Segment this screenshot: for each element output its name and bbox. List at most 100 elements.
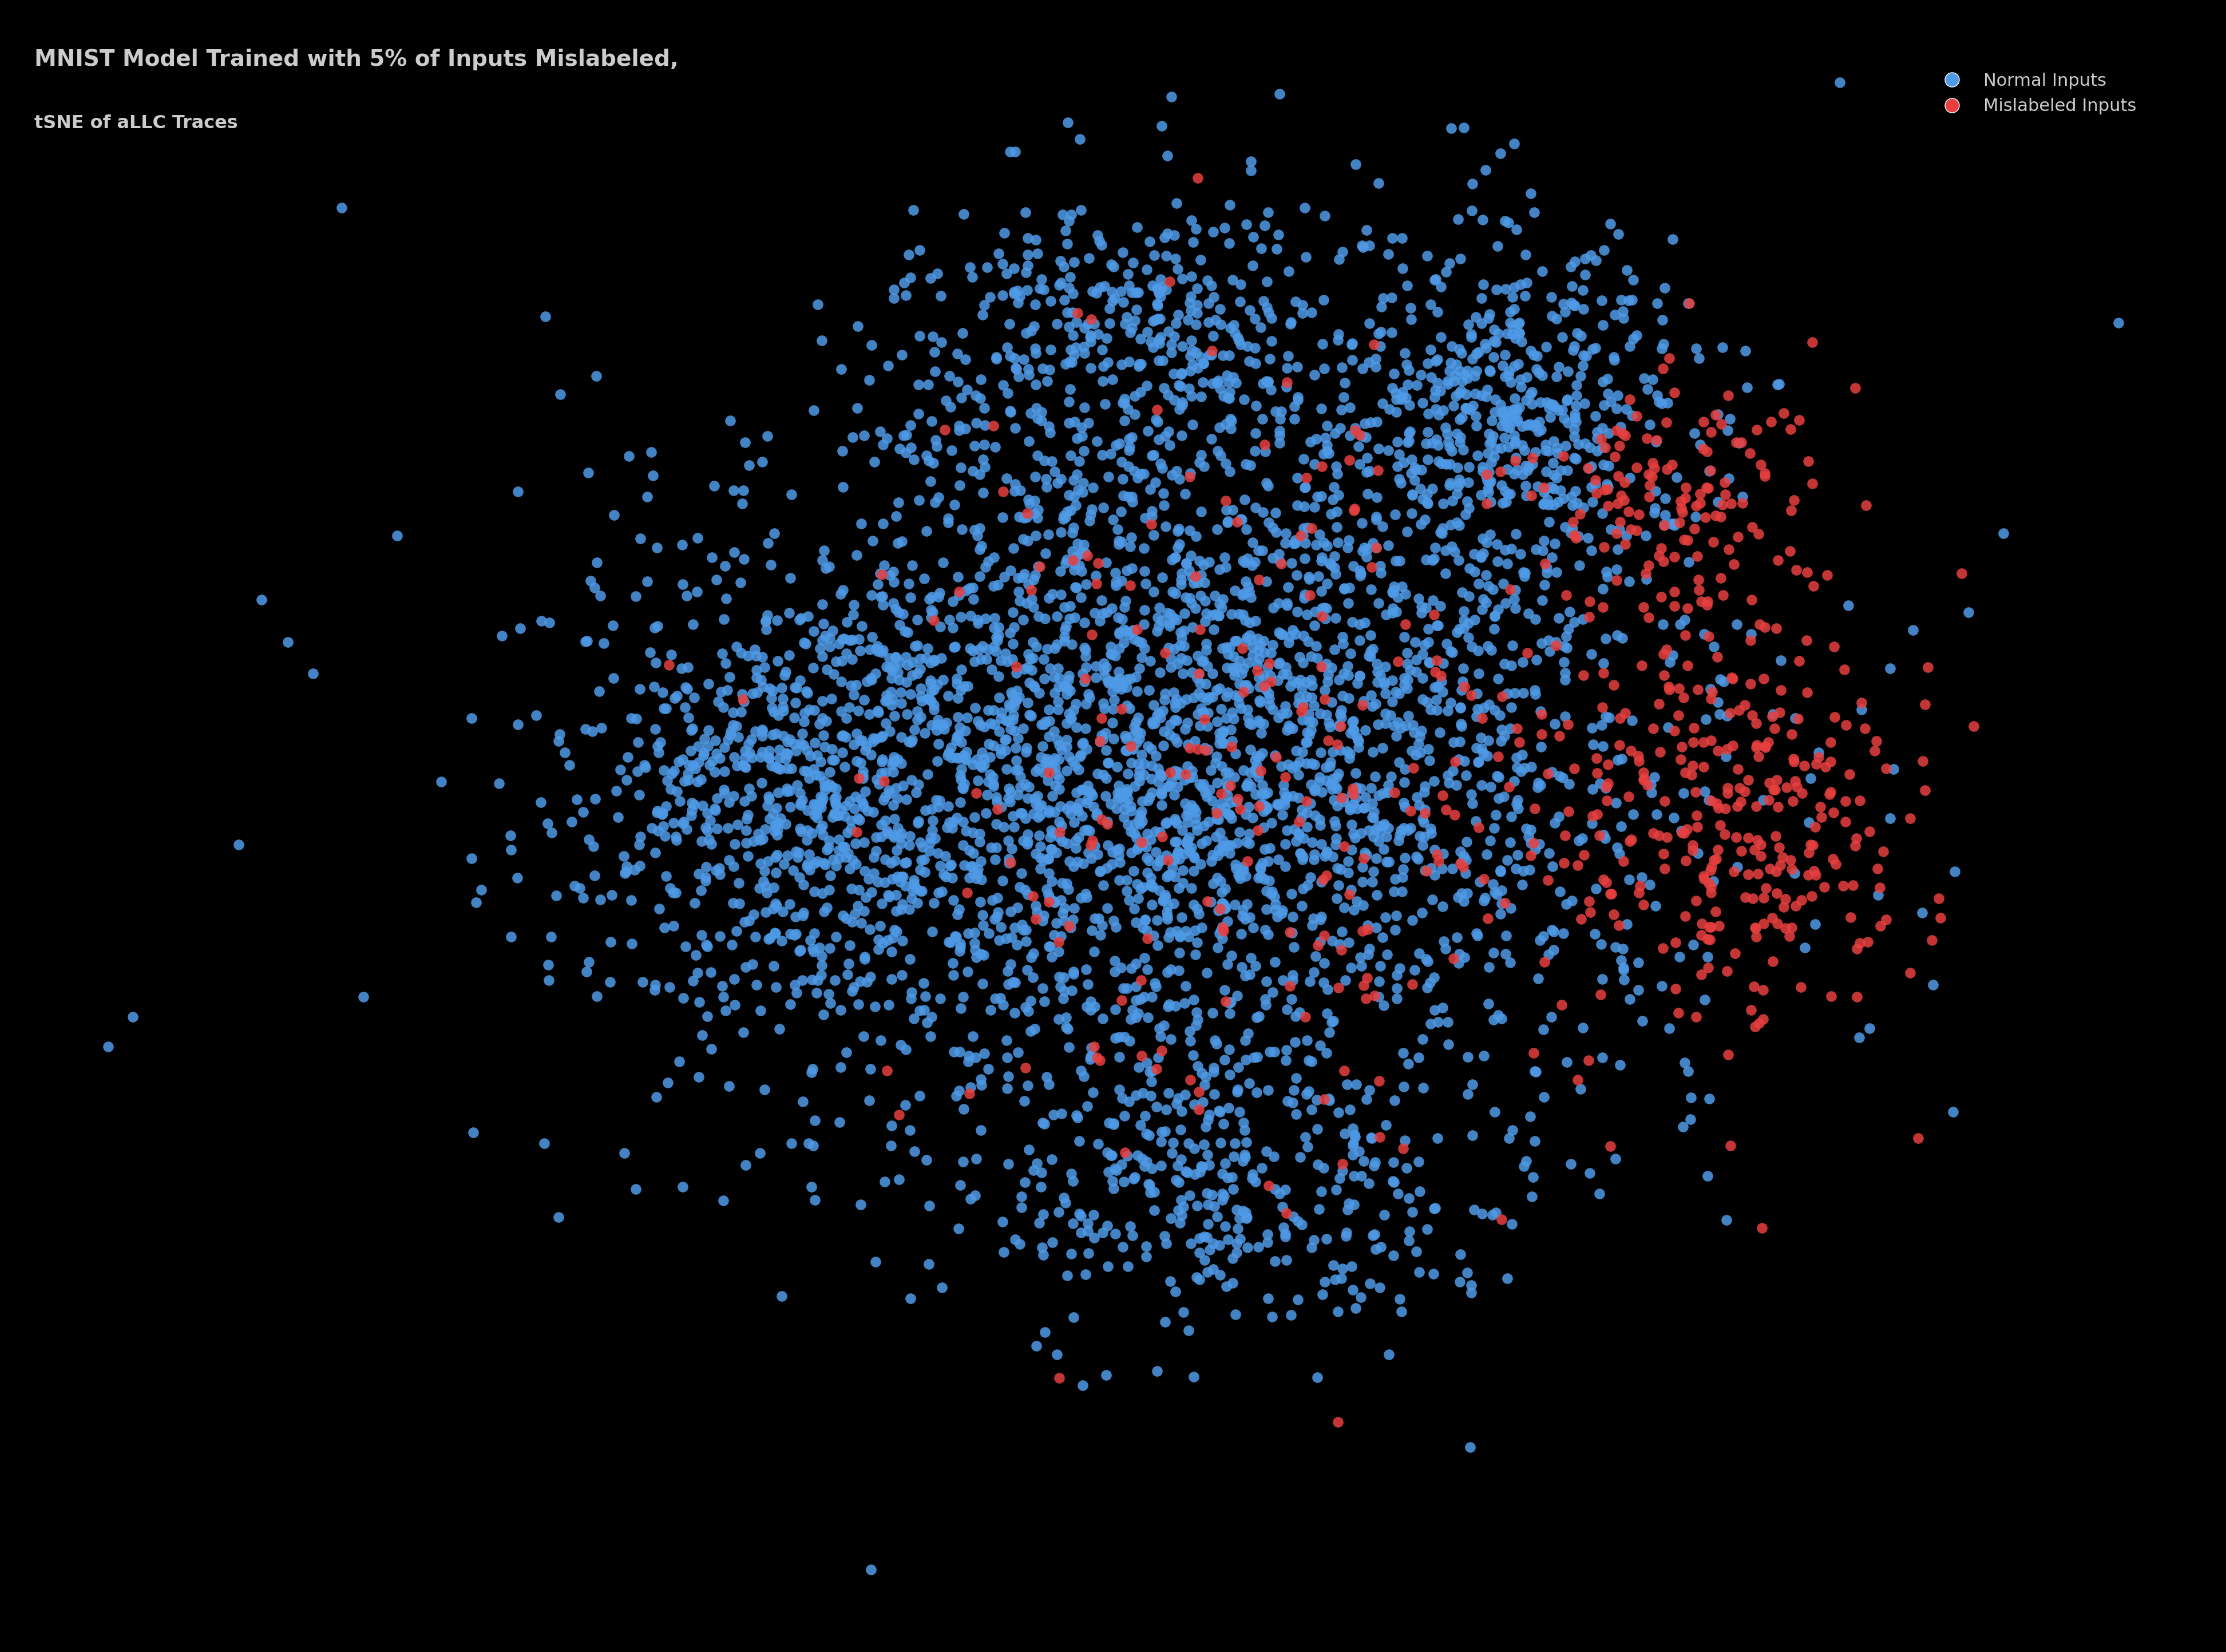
Point (1086, 783, 1122, 809)
Point (646, 679, 681, 705)
Point (1302, 740, 1338, 767)
Point (1144, 1118, 1180, 1145)
Point (1086, 662, 1122, 689)
Point (1040, 1341, 1075, 1368)
Point (1031, 1070, 1066, 1097)
Point (1505, 649, 1540, 676)
Point (1160, 729, 1195, 755)
Point (902, 1082, 937, 1108)
Point (1336, 1130, 1371, 1156)
Point (530, 952, 565, 978)
Point (1316, 1008, 1351, 1034)
Point (1934, 1099, 1970, 1125)
Point (1133, 826, 1169, 852)
Point (670, 583, 706, 610)
Point (1004, 715, 1040, 742)
Point (1389, 273, 1425, 299)
Point (899, 661, 935, 687)
Point (1031, 861, 1066, 887)
Point (1180, 301, 1215, 327)
Point (962, 889, 997, 915)
Point (784, 605, 819, 631)
Point (846, 790, 881, 816)
Point (1175, 796, 1211, 823)
Point (1302, 1032, 1338, 1059)
Point (1218, 628, 1253, 654)
Point (1160, 1085, 1195, 1112)
Point (1511, 856, 1547, 882)
Point (1064, 469, 1100, 496)
Point (848, 778, 884, 805)
Point (919, 839, 955, 866)
Point (1129, 788, 1164, 814)
Point (1178, 811, 1213, 838)
Point (1487, 590, 1523, 616)
Point (608, 767, 643, 793)
Point (1095, 687, 1131, 714)
Point (1053, 337, 1089, 363)
Point (1342, 1284, 1378, 1310)
Point (1609, 912, 1645, 938)
Point (755, 895, 790, 922)
Point (1015, 644, 1051, 671)
Point (1209, 705, 1244, 732)
Point (1398, 648, 1434, 674)
Point (650, 1069, 686, 1095)
Point (855, 800, 890, 826)
Point (1033, 1146, 1068, 1173)
Point (1718, 430, 1754, 456)
Point (1164, 1186, 1200, 1213)
Point (1331, 1097, 1367, 1123)
Point (1231, 649, 1267, 676)
Point (1456, 558, 1491, 585)
Point (735, 902, 770, 928)
Point (942, 413, 977, 439)
Point (1129, 733, 1164, 760)
Point (868, 425, 904, 451)
Point (1763, 648, 1799, 674)
Point (1603, 813, 1638, 839)
Point (1051, 700, 1086, 727)
Point (1471, 420, 1507, 446)
Point (826, 902, 861, 928)
Point (817, 786, 853, 813)
Point (1402, 724, 1438, 750)
Point (786, 871, 821, 897)
Point (1480, 596, 1516, 623)
Point (663, 532, 699, 558)
Point (1458, 735, 1494, 762)
Point (873, 966, 908, 993)
Point (1674, 762, 1710, 788)
Point (1249, 895, 1284, 922)
Point (1572, 1160, 1607, 1186)
Point (1142, 877, 1178, 904)
Point (1258, 742, 1293, 768)
Point (1380, 453, 1416, 479)
Point (1398, 844, 1434, 871)
Point (1202, 1099, 1238, 1125)
Point (1160, 256, 1195, 282)
Point (1485, 570, 1520, 596)
Point (964, 532, 999, 558)
Point (1253, 809, 1289, 836)
Point (1678, 492, 1714, 519)
Point (1282, 644, 1318, 671)
Point (1362, 1234, 1398, 1260)
Point (1625, 1008, 1661, 1034)
Point (1144, 732, 1180, 758)
Point (1414, 819, 1449, 846)
Point (928, 814, 964, 841)
Point (806, 821, 841, 847)
Point (772, 641, 808, 667)
Point (1710, 382, 1745, 408)
Point (1405, 833, 1440, 859)
Point (688, 932, 723, 958)
Point (1253, 669, 1289, 695)
Point (995, 968, 1031, 995)
Point (1008, 225, 1044, 251)
Point (1131, 1059, 1166, 1085)
Point (979, 623, 1015, 649)
Point (1696, 633, 1732, 659)
Point (853, 915, 888, 942)
Point (859, 937, 895, 963)
